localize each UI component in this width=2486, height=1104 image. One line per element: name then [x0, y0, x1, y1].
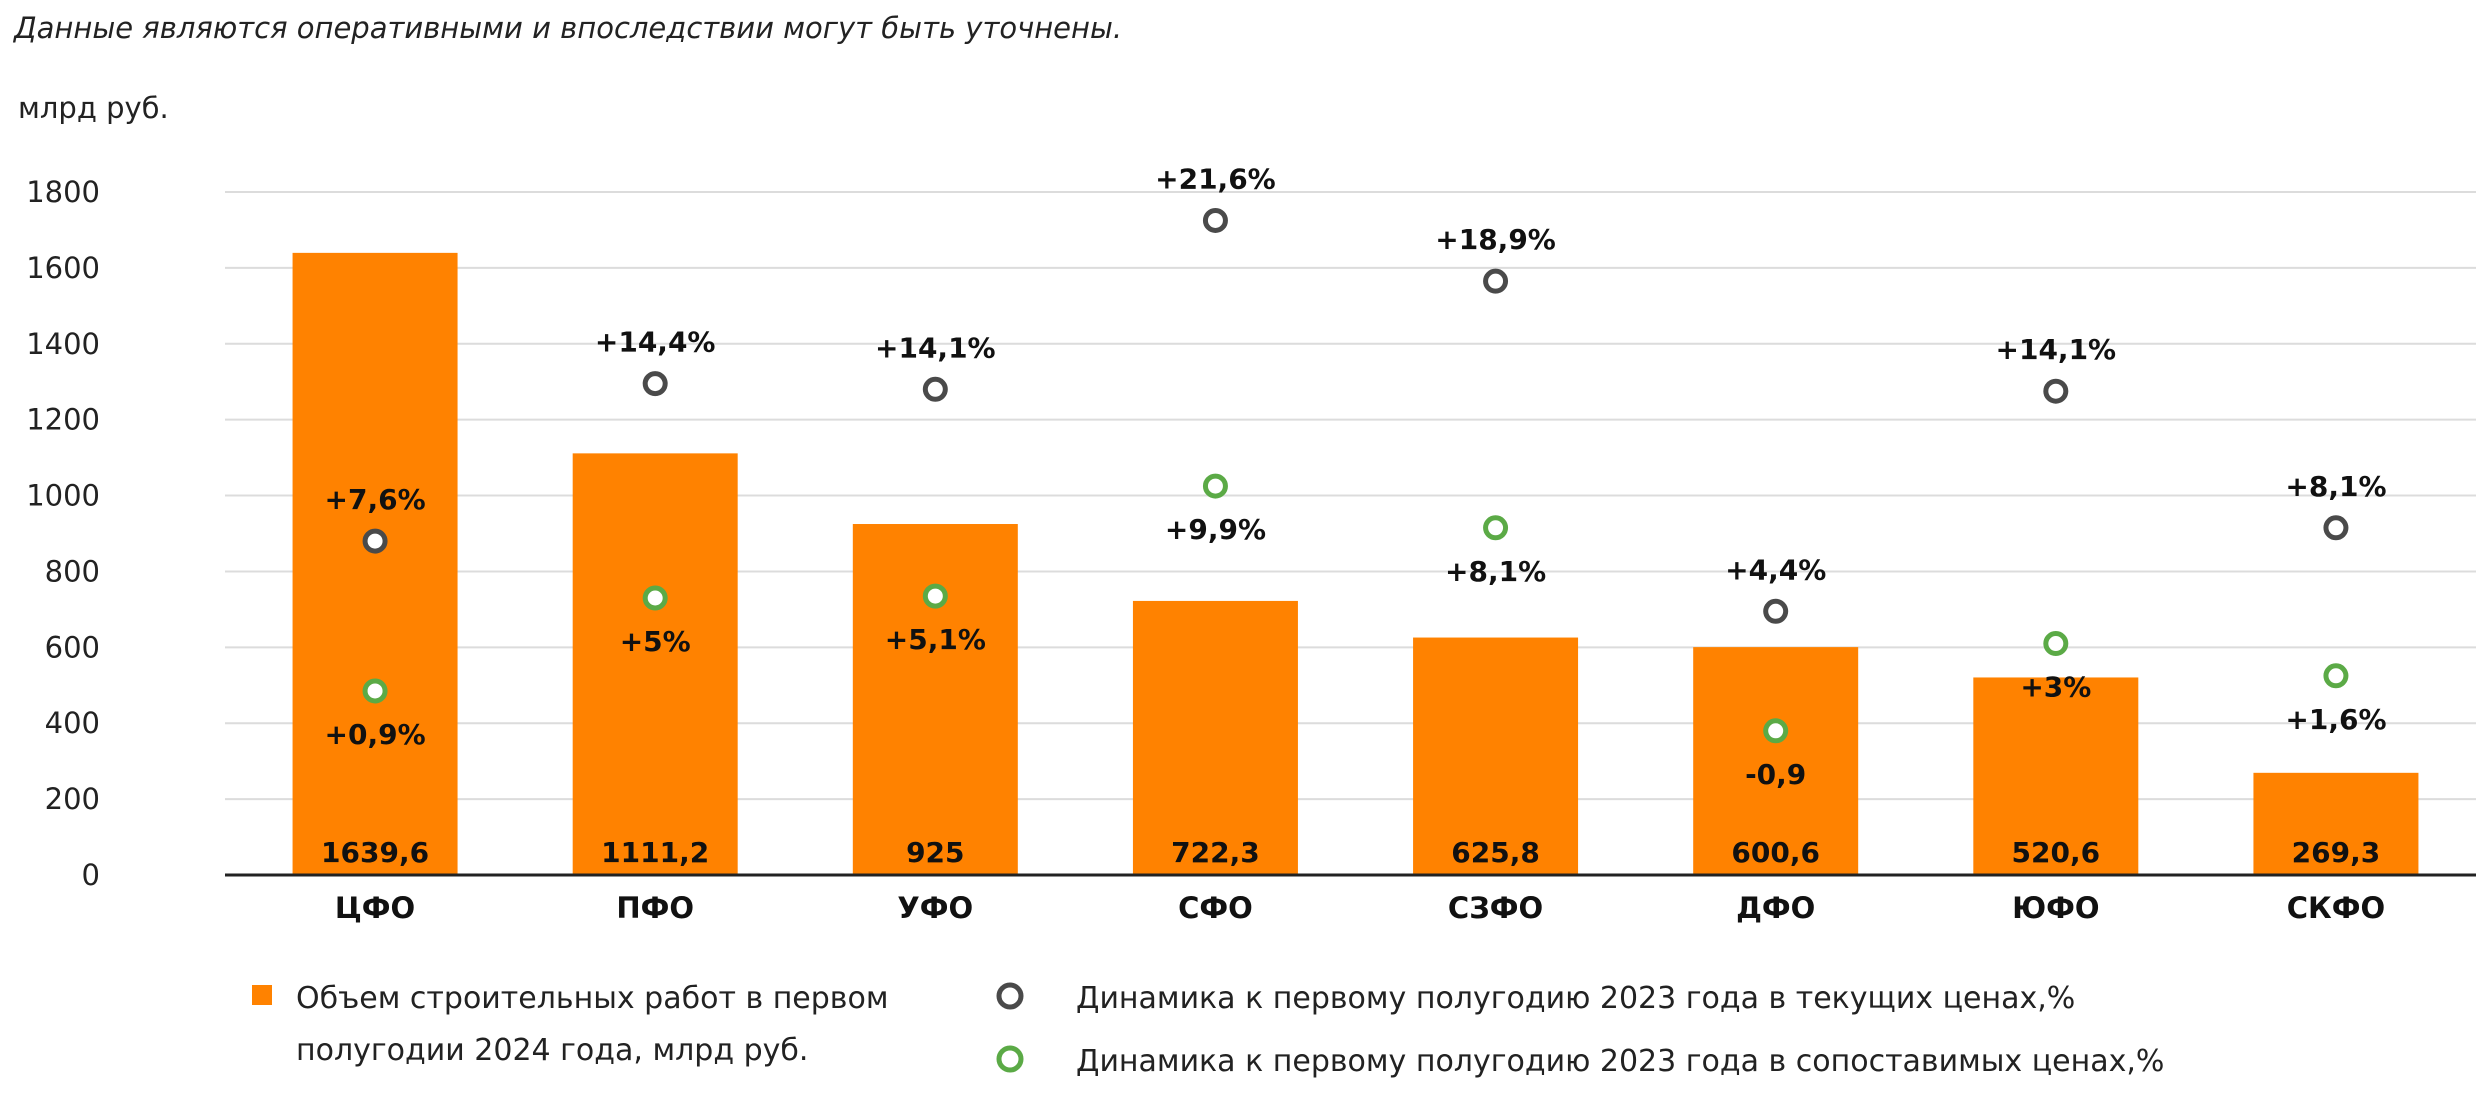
legend: Объем строительных работ в первом полуго…: [252, 981, 2164, 1079]
gridlines: [225, 191, 2476, 801]
category-label: СФО: [1178, 891, 1253, 925]
category-label: ЮФО: [2012, 891, 2099, 925]
current-prices-label: +7,6%: [325, 483, 426, 516]
data-note: Данные являются оперативными и впоследст…: [12, 11, 1122, 45]
current-prices-marker: [1763, 598, 1789, 624]
current-prices-marker: [922, 376, 948, 402]
bar-value-label: 625,8: [1451, 836, 1540, 869]
y-tick-label: 1400: [26, 327, 100, 361]
comparable-prices-label: -0,9: [1745, 758, 1806, 791]
current-prices-label: +21,6%: [1155, 162, 1276, 195]
bar-value-label: 925: [906, 836, 964, 869]
y-tick-label: 1800: [26, 175, 100, 209]
comparable-prices-label: +3%: [2020, 671, 2091, 704]
current-prices-label: +8,1%: [2285, 470, 2386, 503]
bar-ДФО: [1693, 647, 1859, 875]
current-prices-marker: [2043, 378, 2069, 404]
y-tick-label: 0: [82, 858, 100, 892]
bar-УФО: [852, 524, 1018, 875]
comparable-prices-label: +0,9%: [325, 718, 426, 751]
current-prices-label: +18,9%: [1435, 223, 1556, 256]
comparable-prices-label: +1,6%: [2285, 703, 2386, 736]
bar-СКФО: [2253, 772, 2419, 875]
current-prices-label: +14,1%: [1996, 333, 2117, 366]
y-tick-label: 800: [45, 554, 100, 588]
x-axis-categories: ЦФО ПФО УФО СФО СЗФО ДФО ЮФО СКФО: [335, 891, 2385, 925]
current-prices-label: +14,4%: [595, 326, 716, 359]
bar-value-label: 1639,6: [321, 836, 429, 869]
comparable-prices-marker: [1763, 718, 1789, 744]
bar-value-label: 600,6: [1731, 836, 1820, 869]
comparable-prices-marker: [362, 678, 388, 704]
bar-ЦФО: [292, 252, 458, 875]
y-tick-label: 1600: [26, 251, 100, 285]
bar-ПФО: [572, 453, 738, 875]
comparable-prices-label: +5,1%: [885, 623, 986, 656]
y-tick-label: 200: [45, 782, 100, 816]
category-label: УФО: [897, 891, 973, 925]
y-axis-ticks: 0 200 400 600 800 1000 1200 1400 1600 1800: [26, 175, 100, 892]
bar-СЗФО: [1413, 637, 1579, 875]
bar-value-label: 520,6: [2012, 836, 2101, 869]
legend-bar-label-line2: полугодии 2024 года, млрд руб.: [296, 1033, 808, 1068]
legend-comparable-prices-label: Динамика к первому полугодию 2023 года в…: [1076, 1044, 2164, 1079]
bar-value-label: 1111,2: [601, 836, 709, 869]
category-label: ДФО: [1736, 891, 1815, 925]
bar-value-label: 722,3: [1171, 836, 1260, 869]
category-label: СКФО: [2287, 891, 2385, 925]
comparable-prices-marker: [922, 583, 948, 609]
y-tick-label: 1000: [26, 479, 100, 513]
current-prices-marker: [642, 371, 668, 397]
category-label: ПФО: [616, 891, 694, 925]
comparable-prices-marker: [642, 585, 668, 611]
legend-bar-label-line1: Объем строительных работ в первом: [296, 981, 888, 1016]
category-label: ЦФО: [335, 891, 415, 925]
category-label: СЗФО: [1448, 891, 1543, 925]
legend-current-prices-marker: [996, 982, 1024, 1010]
y-tick-label: 400: [45, 706, 100, 740]
comparable-prices-marker: [1202, 473, 1228, 499]
legend-bar-swatch: [252, 985, 272, 1005]
bar-value-label: 269,3: [2292, 836, 2381, 869]
comparable-prices-marker: [2043, 631, 2069, 657]
legend-current-prices-label: Динамика к первому полугодию 2023 года в…: [1076, 981, 2075, 1016]
markers: +7,6% +0,9% +14,4% +5% +14,1% +5,1% +21,6% +9,9…: [325, 162, 2387, 790]
current-prices-label: +14,1%: [875, 331, 996, 364]
y-tick-label: 1200: [26, 403, 100, 437]
y-axis-unit: млрд руб.: [18, 91, 169, 125]
current-prices-marker: [1202, 207, 1228, 233]
comparable-prices-label: +5%: [620, 625, 691, 658]
current-prices-marker: [1483, 268, 1509, 294]
current-prices-marker: [362, 528, 388, 554]
current-prices-label: +4,4%: [1725, 553, 1826, 586]
bars: 1639,6 1111,2 925 722,3 625,8 600,6 520,6 269,3: [292, 252, 2419, 875]
comparable-prices-label: +9,9%: [1165, 513, 1266, 546]
bar-СФО: [1132, 600, 1298, 875]
comparable-prices-label: +8,1%: [1445, 555, 1546, 588]
bar-ЮФО: [1973, 677, 2139, 875]
comparable-prices-marker: [1483, 515, 1509, 541]
comparable-prices-marker: [2323, 663, 2349, 689]
current-prices-marker: [2323, 515, 2349, 541]
legend-comparable-prices-marker: [996, 1045, 1024, 1073]
y-tick-label: 600: [45, 630, 100, 664]
